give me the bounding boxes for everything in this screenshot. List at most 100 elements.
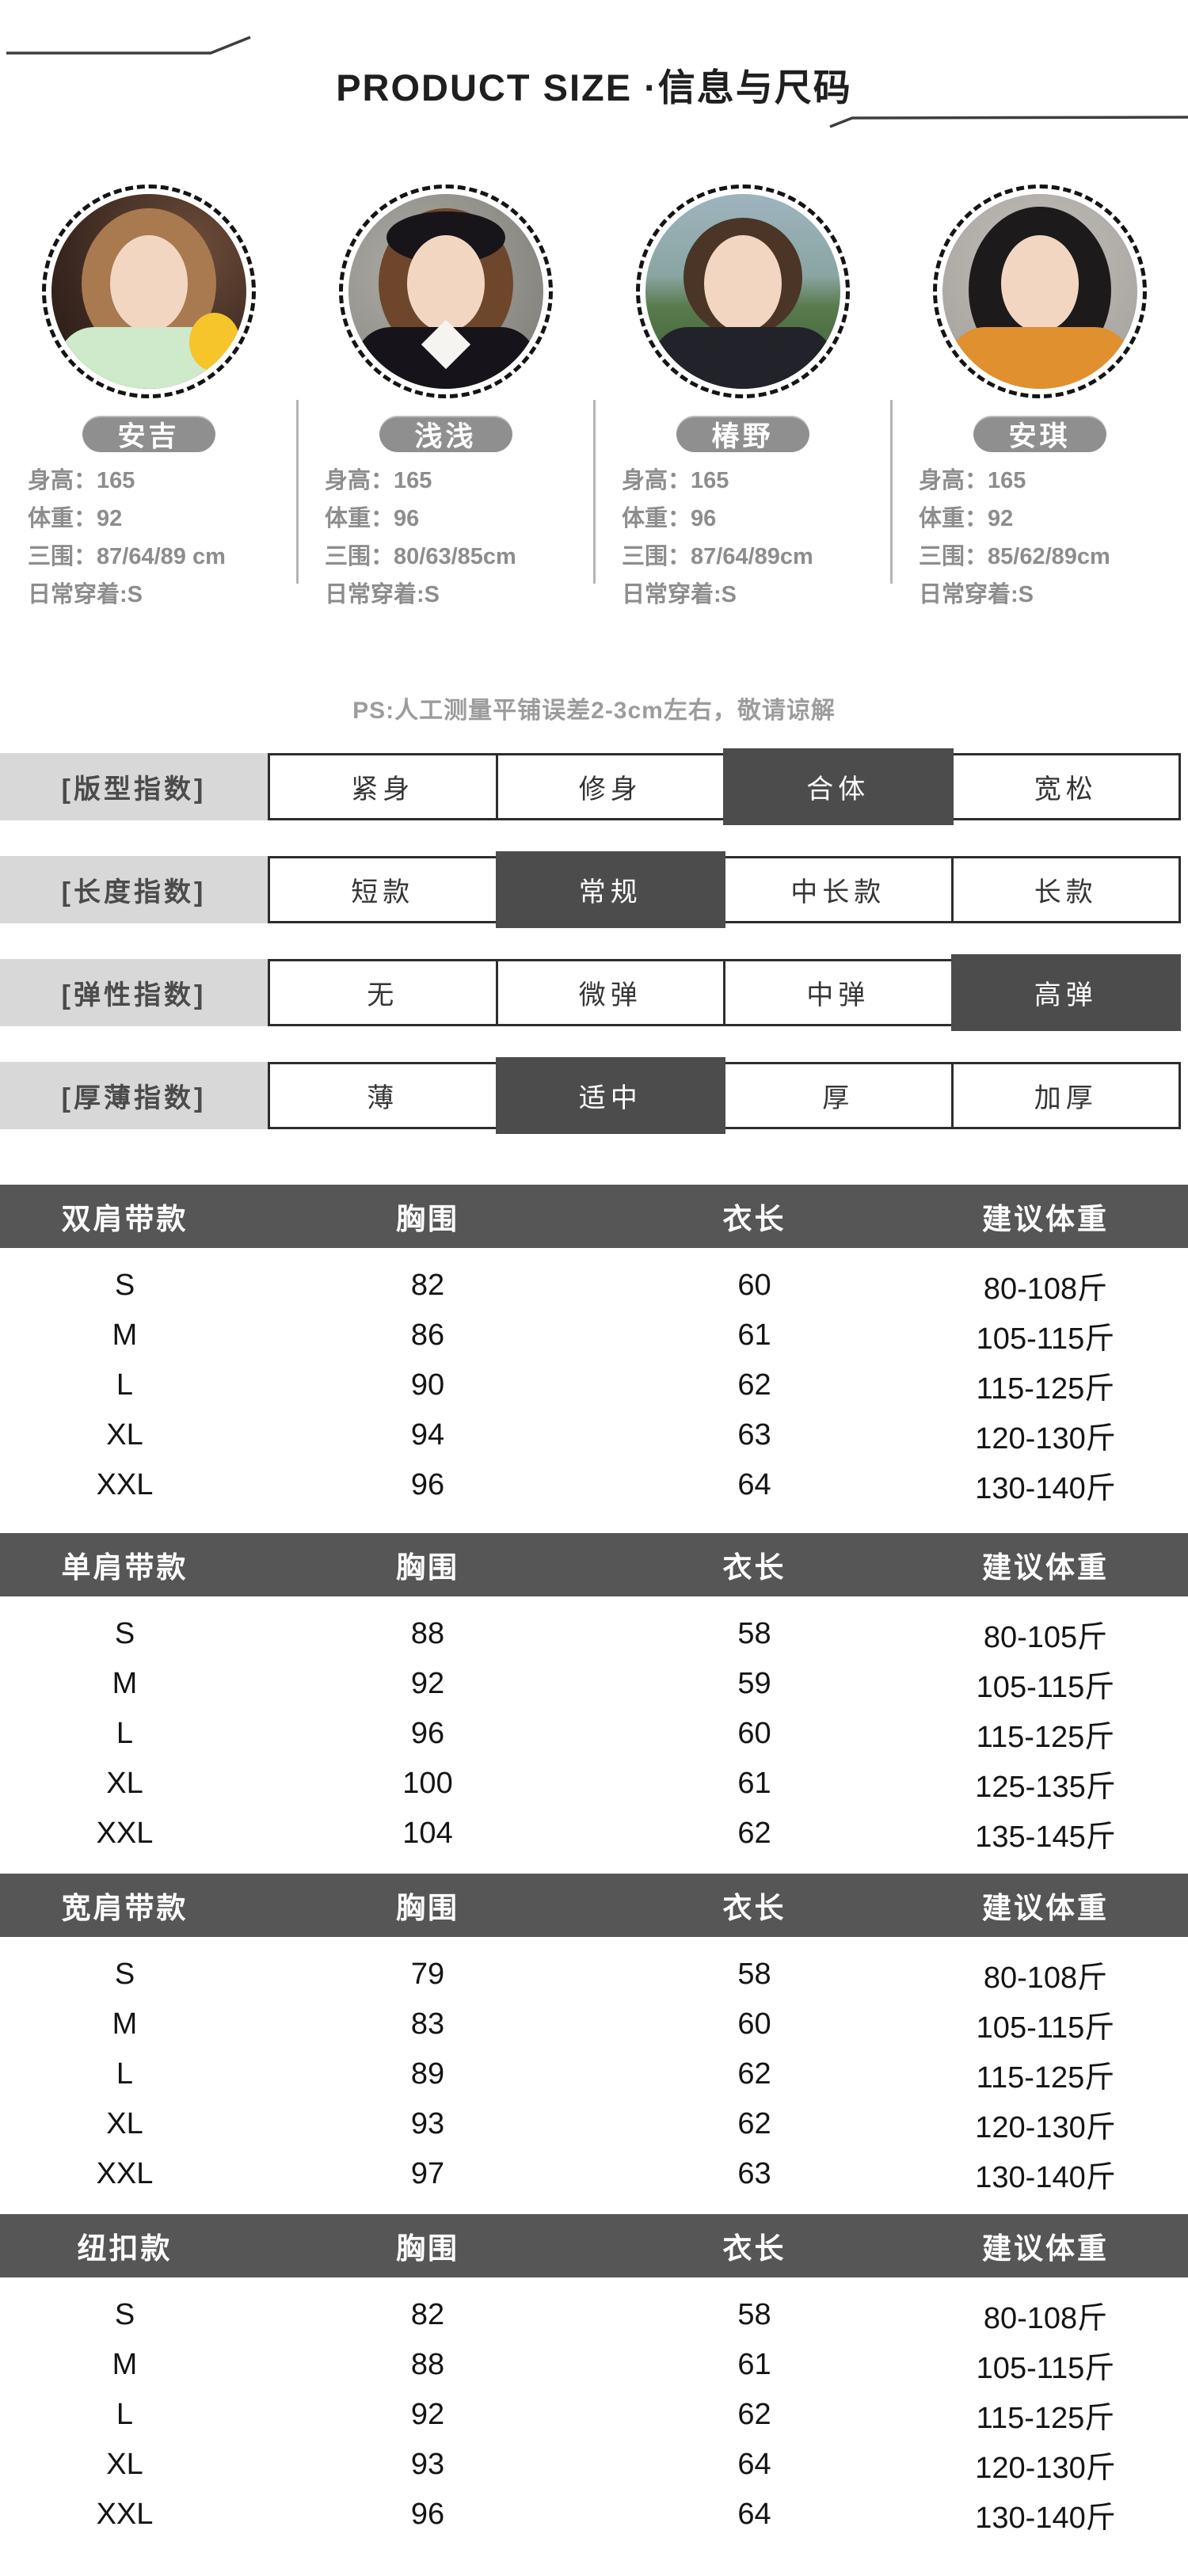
- photo-shirt: [651, 327, 834, 389]
- table-header: 单肩带款 胸围 衣长 建议体重: [0, 1533, 1188, 1596]
- stat-measurements: 三围：80/63/85cm: [325, 544, 516, 569]
- column-divider: [890, 400, 893, 584]
- model-name-badge: 安琪: [973, 416, 1106, 452]
- column-length: 衣长: [722, 1203, 786, 1235]
- photo-face: [109, 235, 188, 332]
- cell-length: 62: [737, 2057, 771, 2091]
- table-title: 纽扣款: [77, 2232, 173, 2265]
- cell-size: L: [116, 2398, 134, 2431]
- index-option: 厚: [723, 1062, 954, 1129]
- column-bust: 胸围: [396, 2232, 459, 2265]
- column-bust: 胸围: [396, 1203, 459, 1235]
- cell-weight: 80-108斤: [983, 1961, 1108, 1995]
- cell-size: M: [112, 2007, 138, 2041]
- index-option: 长款: [950, 856, 1181, 923]
- table-title: 宽肩带款: [61, 1892, 188, 1924]
- cell-length: 58: [737, 1617, 771, 1650]
- cell-bust: 82: [410, 2298, 445, 2331]
- size-table-button: 纽扣款 胸围 衣长 建议体重 S 82 58 80-108斤 M 88 61 1…: [0, 2214, 1188, 2540]
- table-row: M 86 61 105-115斤: [0, 1311, 1188, 1360]
- cell-length: 62: [737, 2398, 771, 2431]
- table-row: XL 94 63 120-130斤: [0, 1410, 1188, 1460]
- model-stats: 身高：165 体重：92 三围：87/64/89 cm 日常穿着:S: [28, 462, 269, 614]
- table-title: 双肩带款: [61, 1203, 188, 1235]
- index-label: [弹性指数]: [0, 959, 268, 1026]
- index-options: 无 微弹 中弹 高弹: [268, 954, 1188, 1031]
- model-photo: [348, 194, 543, 389]
- index-option: 紧身: [268, 753, 498, 820]
- cell-bust: 86: [410, 1318, 445, 1352]
- stat-weight: 体重：92: [919, 506, 1014, 531]
- cell-bust: 92: [410, 1667, 445, 1700]
- cell-length: 58: [737, 1958, 771, 1991]
- table-body: S 82 60 80-108斤 M 86 61 105-115斤 L 90 62…: [0, 1248, 1188, 1510]
- cell-length: 60: [737, 2007, 771, 2041]
- table-body: S 88 58 80-105斤 M 92 59 105-115斤 L 96 60…: [0, 1596, 1188, 1859]
- model-stats: 身高：165 体重：96 三围：80/63/85cm 日常穿着:S: [325, 462, 566, 614]
- index-row-fit: [版型指数] 紧身 修身 合体 宽松: [0, 748, 1188, 825]
- column-weight: 建议体重: [982, 2232, 1109, 2265]
- model-photo-ring: [338, 185, 553, 398]
- table-row: XXL 96 64 130-140斤: [0, 1460, 1188, 1510]
- cell-size: XL: [106, 1767, 143, 1800]
- model-name-badge: 安吉: [82, 416, 215, 452]
- cell-size: S: [114, 1269, 135, 1302]
- table-header: 纽扣款 胸围 衣长 建议体重: [0, 2214, 1188, 2277]
- table-row: XXL 96 64 130-140斤: [0, 2490, 1188, 2540]
- cell-bust: 97: [410, 2157, 445, 2190]
- column-length: 衣长: [722, 1551, 786, 1584]
- cell-size: M: [112, 1318, 138, 1352]
- model-stats: 身高：165 体重：96 三围：87/64/89cm 日常穿着:S: [622, 462, 863, 614]
- column-weight: 建议体重: [982, 1203, 1109, 1235]
- model-photo: [942, 194, 1137, 389]
- cell-size: XXL: [96, 1817, 154, 1850]
- cell-bust: 96: [410, 1468, 445, 1501]
- decorative-line-right: [829, 116, 1188, 128]
- index-option: 修身: [495, 753, 725, 820]
- cell-length: 58: [737, 2298, 771, 2331]
- index-row-stretch: [弹性指数] 无 微弹 中弹 高弹: [0, 954, 1188, 1031]
- cell-weight: 115-125斤: [976, 2402, 1115, 2435]
- cell-weight: 120-130斤: [975, 2111, 1116, 2144]
- stat-measurements: 三围：85/62/89cm: [919, 544, 1110, 569]
- cell-size: M: [112, 2348, 138, 2381]
- cell-length: 60: [737, 1269, 771, 1302]
- stat-daily-size: 日常穿着:S: [622, 582, 737, 607]
- table-row: XXL 97 63 130-140斤: [0, 2149, 1188, 2199]
- table-row: L 96 60 115-125斤: [0, 1709, 1188, 1759]
- table-row: M 83 60 105-115斤: [0, 2000, 1188, 2049]
- table-row: M 92 59 105-115斤: [0, 1659, 1188, 1709]
- table-row: S 82 60 80-108斤: [0, 1261, 1188, 1311]
- cell-bust: 93: [410, 2107, 445, 2140]
- cell-weight: 130-140斤: [975, 1472, 1116, 1505]
- cell-bust: 89: [410, 2057, 445, 2091]
- column-length: 衣长: [722, 1892, 786, 1924]
- table-row: XXL 104 62 135-145斤: [0, 1809, 1188, 1859]
- model-card-anqi: 安琪 身高：165 体重：92 三围：85/62/89cm 日常穿着:S: [891, 185, 1188, 628]
- cell-weight: 120-130斤: [975, 1422, 1116, 1455]
- cell-bust: 88: [410, 2348, 445, 2381]
- cell-weight: 105-115斤: [976, 2352, 1115, 2385]
- stat-weight: 体重：96: [622, 506, 717, 531]
- cell-weight: 130-140斤: [975, 2161, 1116, 2194]
- cell-weight: 80-108斤: [983, 2302, 1108, 2335]
- cell-weight: 130-140斤: [975, 2502, 1116, 2535]
- size-table-single-strap: 单肩带款 胸围 衣长 建议体重 S 88 58 80-105斤 M 92 59 …: [0, 1533, 1188, 1859]
- photo-face: [703, 235, 782, 332]
- size-table-wide-strap: 宽肩带款 胸围 衣长 建议体重 S 79 58 80-108斤 M 83 60 …: [0, 1874, 1188, 2199]
- column-divider: [296, 400, 299, 584]
- cell-weight: 125-135斤: [975, 1771, 1116, 1804]
- table-row: L 89 62 115-125斤: [0, 2049, 1188, 2099]
- cell-length: 64: [737, 2498, 771, 2531]
- cell-length: 59: [737, 1667, 771, 1700]
- cell-length: 61: [737, 1767, 771, 1800]
- index-options: 薄 适中 厚 加厚: [268, 1057, 1188, 1134]
- size-table-double-strap: 双肩带款 胸围 衣长 建议体重 S 82 60 80-108斤 M 86 61 …: [0, 1185, 1188, 1510]
- cell-size: XXL: [96, 2498, 154, 2531]
- column-bust: 胸围: [396, 1892, 459, 1924]
- cell-bust: 90: [410, 1368, 445, 1402]
- column-weight: 建议体重: [982, 1892, 1109, 1924]
- table-row: M 88 61 105-115斤: [0, 2340, 1188, 2390]
- stat-height: 身高：165: [622, 468, 729, 493]
